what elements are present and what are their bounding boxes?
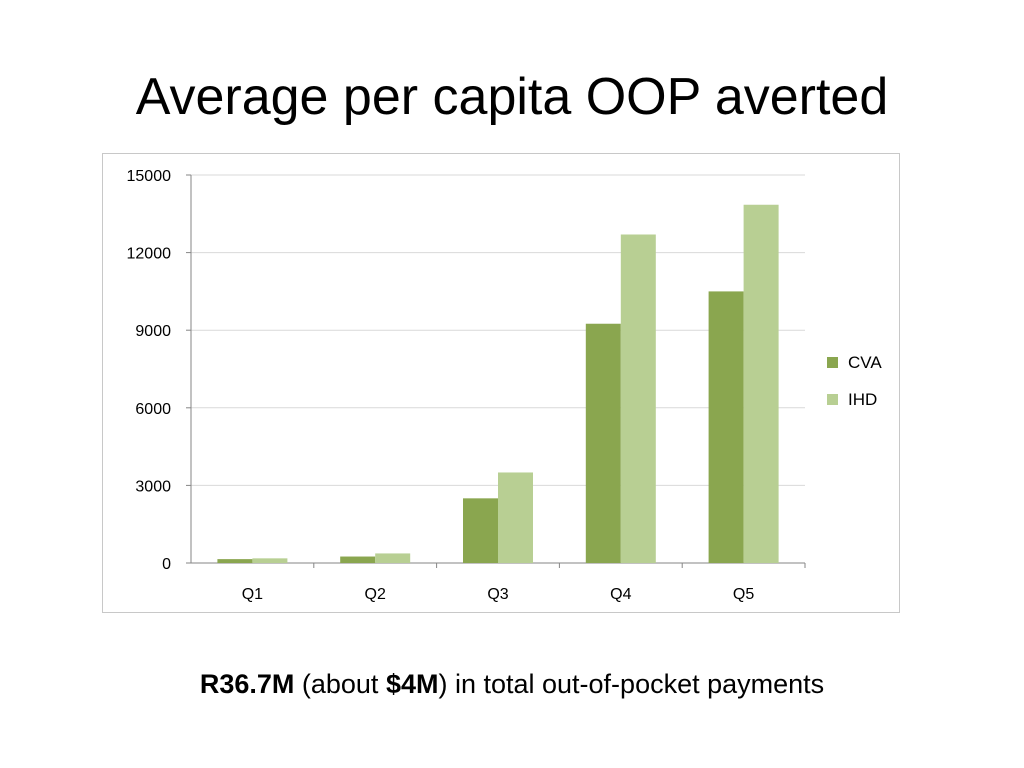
y-tick-label: 12000 — [127, 246, 172, 263]
x-tick-label: Q5 — [733, 586, 754, 603]
caption-text-1: (about — [294, 669, 386, 699]
x-tick-label: Q4 — [610, 586, 631, 603]
chart-frame: 0 3000 6000 9000 12000 15000 Q1 Q2 Q3 Q4 Q5 CVA IHD — [102, 153, 900, 613]
legend-label-ihd: IHD — [848, 390, 877, 409]
legend-swatch-ihd — [827, 394, 838, 405]
caption: R36.7M (about $4M) in total out-of-pocke… — [0, 664, 1024, 704]
bar-cva-q4 — [585, 323, 621, 563]
y-tick-label: 0 — [162, 556, 171, 573]
caption-total-dollar: $4M — [385, 669, 439, 699]
bar-cva-q1 — [217, 559, 253, 563]
x-tick-label: Q3 — [487, 586, 508, 603]
bar-cva-q3 — [463, 498, 498, 563]
bar-ihd-q2 — [375, 553, 411, 563]
x-tick-label: Q1 — [242, 586, 263, 603]
slide-title: Average per capita OOP averted — [135, 68, 889, 126]
y-tick-label: 15000 — [127, 168, 172, 185]
bar-cva-q2 — [340, 556, 376, 563]
x-tick-label: Q2 — [365, 586, 386, 603]
legend-label-cva: CVA — [848, 353, 882, 372]
bar-cva-q5 — [708, 291, 744, 563]
y-tick-label: 3000 — [135, 478, 171, 495]
y-tick-label: 9000 — [135, 323, 171, 340]
bar-ihd-q1 — [252, 558, 288, 563]
y-tick-label: 6000 — [135, 401, 171, 418]
bar-ihd-q5 — [743, 204, 779, 563]
bar-ihd-q3 — [498, 472, 533, 563]
bar-ihd-q4 — [620, 234, 656, 563]
bar-chart: 0 3000 6000 9000 12000 15000 Q1 Q2 Q3 Q4 Q5 CVA IHD — [127, 168, 883, 603]
legend-swatch-cva — [827, 357, 838, 368]
caption-text-2: ) in total out-of-pocket payments — [438, 669, 825, 699]
caption-total-rand: R36.7M — [199, 669, 295, 699]
